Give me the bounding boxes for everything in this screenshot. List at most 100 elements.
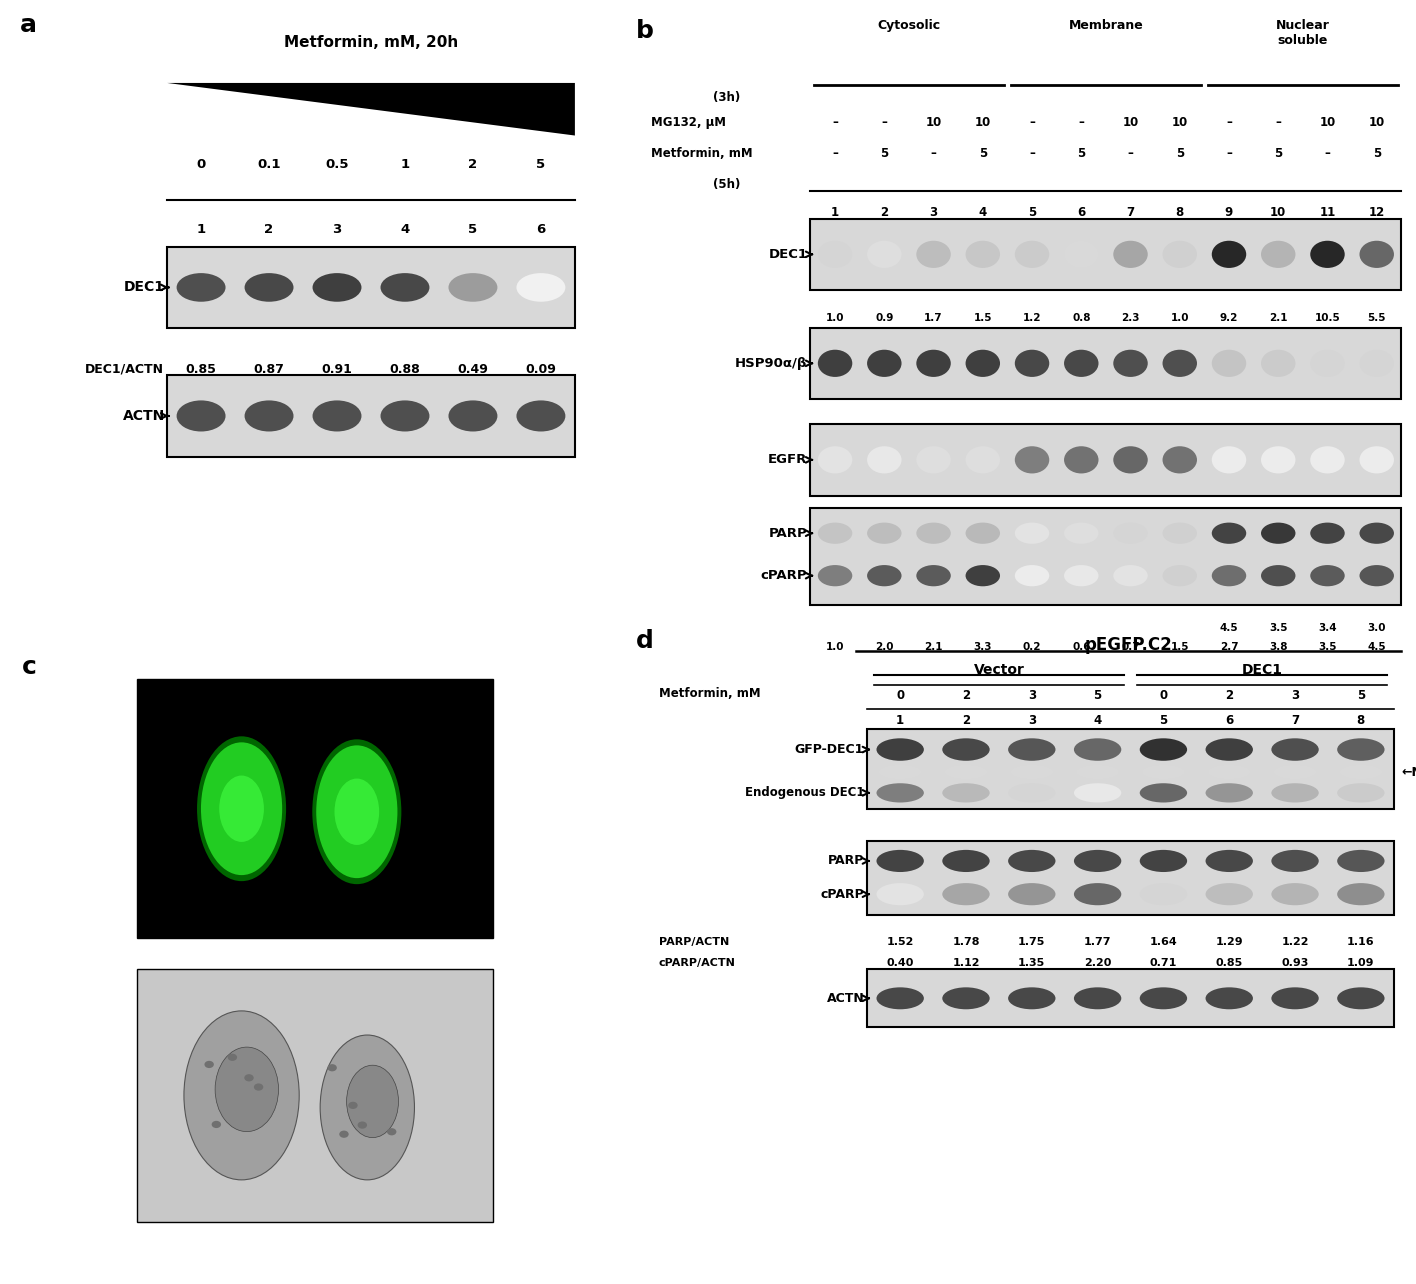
Text: Metformin, mM, 20h: Metformin, mM, 20h xyxy=(283,35,459,50)
Ellipse shape xyxy=(1063,240,1099,268)
Ellipse shape xyxy=(348,1102,358,1109)
Text: 0.7: 0.7 xyxy=(1121,642,1140,652)
Ellipse shape xyxy=(966,240,1000,268)
Ellipse shape xyxy=(942,783,990,802)
Text: 3: 3 xyxy=(929,205,937,218)
Ellipse shape xyxy=(916,565,950,587)
Text: 4: 4 xyxy=(1093,714,1102,727)
Text: Vector: Vector xyxy=(973,663,1024,677)
Ellipse shape xyxy=(944,765,987,779)
Bar xyxy=(137,679,493,939)
Text: 10: 10 xyxy=(1270,205,1286,218)
Text: 2: 2 xyxy=(961,714,970,727)
Ellipse shape xyxy=(358,1121,367,1129)
Ellipse shape xyxy=(1262,447,1296,474)
Ellipse shape xyxy=(1063,565,1099,587)
Text: DEC1/ACTN: DEC1/ACTN xyxy=(85,362,164,376)
Text: 1.22: 1.22 xyxy=(1281,937,1308,946)
Text: 1.12: 1.12 xyxy=(952,958,980,968)
Ellipse shape xyxy=(1076,765,1119,779)
Ellipse shape xyxy=(1272,738,1318,760)
Ellipse shape xyxy=(867,565,902,587)
Ellipse shape xyxy=(197,736,286,881)
Ellipse shape xyxy=(942,987,990,1009)
Text: 3.8: 3.8 xyxy=(1269,642,1287,652)
Ellipse shape xyxy=(1113,447,1148,474)
Ellipse shape xyxy=(1163,565,1197,587)
Text: 3.5: 3.5 xyxy=(1318,642,1337,652)
Text: c: c xyxy=(21,655,37,679)
Text: GFP-DEC1: GFP-DEC1 xyxy=(794,743,864,756)
Text: PARP: PARP xyxy=(828,854,864,868)
Ellipse shape xyxy=(1262,349,1296,377)
Ellipse shape xyxy=(381,401,429,431)
Ellipse shape xyxy=(1262,240,1296,268)
Ellipse shape xyxy=(966,447,1000,474)
Text: d: d xyxy=(636,629,654,654)
Ellipse shape xyxy=(1073,783,1121,802)
Text: Membrane: Membrane xyxy=(1069,19,1143,32)
Text: DEC1: DEC1 xyxy=(1242,663,1283,677)
Text: –: – xyxy=(1226,146,1232,159)
Ellipse shape xyxy=(517,273,565,302)
Ellipse shape xyxy=(228,1054,236,1061)
Ellipse shape xyxy=(177,273,225,302)
Text: 4: 4 xyxy=(978,205,987,218)
Ellipse shape xyxy=(1073,850,1121,872)
Text: 2.20: 2.20 xyxy=(1083,958,1112,968)
Text: 10: 10 xyxy=(926,116,942,128)
Text: 0.40: 0.40 xyxy=(886,958,913,968)
Ellipse shape xyxy=(1163,240,1197,268)
Bar xyxy=(810,327,1402,399)
Text: EGFR: EGFR xyxy=(767,453,807,466)
Text: Metformin, mM: Metformin, mM xyxy=(651,146,753,159)
Ellipse shape xyxy=(1359,349,1393,377)
Text: HSP90α/β: HSP90α/β xyxy=(735,357,807,370)
Text: 7: 7 xyxy=(1127,205,1134,218)
Ellipse shape xyxy=(867,447,902,474)
Text: 4.5: 4.5 xyxy=(1219,623,1239,633)
Text: –: – xyxy=(1127,146,1133,159)
Ellipse shape xyxy=(1212,240,1246,268)
Ellipse shape xyxy=(1140,783,1187,802)
Text: 0.09: 0.09 xyxy=(525,362,556,376)
Ellipse shape xyxy=(1113,565,1148,587)
Ellipse shape xyxy=(1310,447,1345,474)
Ellipse shape xyxy=(1310,349,1345,377)
Ellipse shape xyxy=(1208,765,1250,779)
Text: DEC1: DEC1 xyxy=(123,280,164,294)
Ellipse shape xyxy=(1205,883,1253,905)
Bar xyxy=(137,968,493,1222)
Ellipse shape xyxy=(942,738,990,760)
Text: 11: 11 xyxy=(1320,205,1335,218)
Text: 0.49: 0.49 xyxy=(457,362,489,376)
Ellipse shape xyxy=(1359,523,1393,544)
Text: 10: 10 xyxy=(1123,116,1138,128)
Ellipse shape xyxy=(177,401,225,431)
Text: –: – xyxy=(1226,116,1232,128)
Ellipse shape xyxy=(1262,523,1296,544)
Text: 3.3: 3.3 xyxy=(974,642,993,652)
Text: –: – xyxy=(833,116,838,128)
Text: 0.1: 0.1 xyxy=(258,158,280,171)
Text: 3: 3 xyxy=(1028,688,1037,702)
Ellipse shape xyxy=(334,778,379,845)
Ellipse shape xyxy=(867,523,902,544)
Text: 1.77: 1.77 xyxy=(1083,937,1112,946)
Ellipse shape xyxy=(449,401,497,431)
Text: Nuclear
soluble: Nuclear soluble xyxy=(1276,19,1330,48)
Ellipse shape xyxy=(1008,850,1055,872)
Ellipse shape xyxy=(517,401,565,431)
Text: 4: 4 xyxy=(401,222,409,235)
Text: 1: 1 xyxy=(197,222,205,235)
Ellipse shape xyxy=(449,273,497,302)
Ellipse shape xyxy=(1337,850,1385,872)
Ellipse shape xyxy=(1011,765,1054,779)
Ellipse shape xyxy=(245,401,293,431)
Text: 1.16: 1.16 xyxy=(1347,937,1375,946)
Ellipse shape xyxy=(1272,987,1318,1009)
Text: 1.09: 1.09 xyxy=(1347,958,1375,968)
Text: 1.29: 1.29 xyxy=(1215,937,1243,946)
Ellipse shape xyxy=(313,273,361,302)
Bar xyxy=(167,375,575,457)
